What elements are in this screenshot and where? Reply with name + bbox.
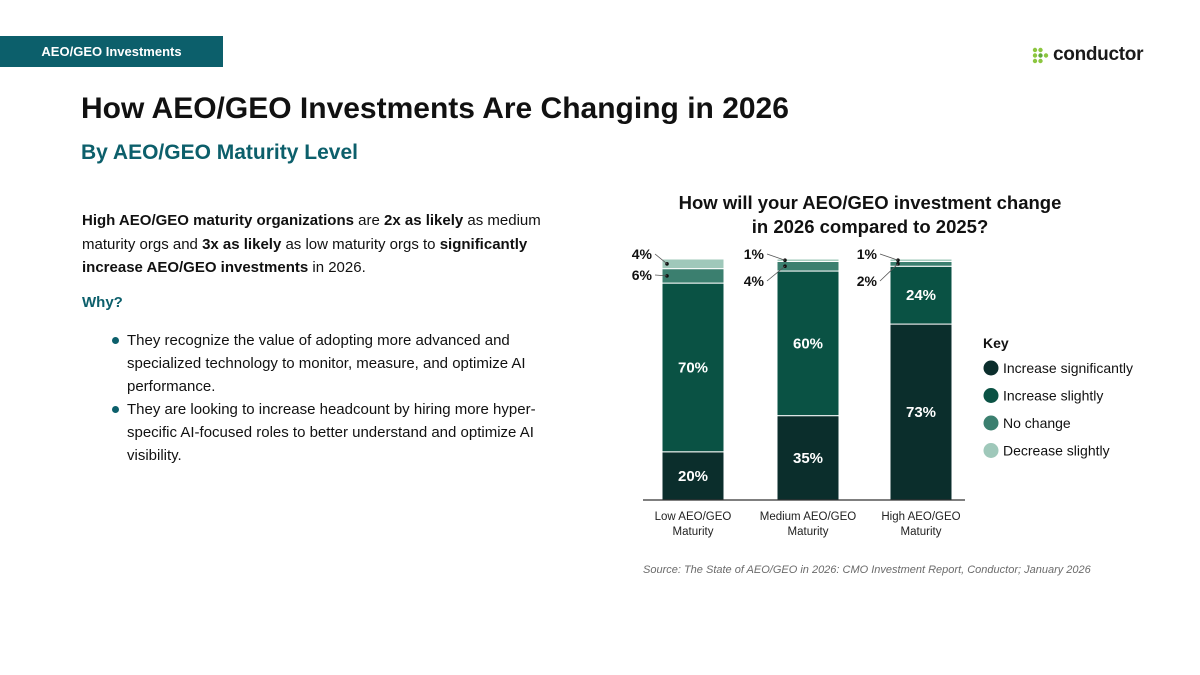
stacked-bar-chart: 20% 70% 6% 4% Low AEO/GEO Maturity 35% 60% 4% 1% M… xyxy=(632,246,1133,538)
callout-line xyxy=(766,253,786,261)
chart-title-line: How will your AEO/GEO investment change xyxy=(678,192,1062,213)
intro-paragraph: High AEO/GEO maturity organizations are … xyxy=(82,209,562,280)
data-label: 60% xyxy=(793,335,823,352)
bar-segment xyxy=(889,265,953,325)
bar-segment xyxy=(661,451,725,501)
bar-segment xyxy=(661,258,725,270)
why-heading: Why? xyxy=(82,294,123,311)
data-label: 24% xyxy=(906,287,936,304)
intro-bold-2: 2x as likely xyxy=(384,212,464,229)
legend-title: Key xyxy=(983,335,1009,351)
legend-swatch xyxy=(983,415,999,431)
data-label: 35% xyxy=(793,450,823,467)
category-label: Maturity xyxy=(901,526,942,538)
legend-label: Increase slightly xyxy=(1003,388,1103,404)
page-subtitle: By AEO/GEO Maturity Level xyxy=(81,141,358,164)
callout-label: 4% xyxy=(744,273,765,289)
conductor-dots-icon xyxy=(1032,47,1049,63)
bar-segment xyxy=(889,258,953,262)
callout-line xyxy=(654,274,668,277)
reason-item: They recognize the value of adopting mor… xyxy=(110,329,570,398)
intro-bold-1: High AEO/GEO maturity organizations xyxy=(82,212,354,229)
source-note: Source: The State of AEO/GEO in 2026: CM… xyxy=(643,564,1091,576)
callout-line xyxy=(766,265,786,282)
data-label: 73% xyxy=(906,404,936,421)
intro-text-1: are xyxy=(353,212,384,229)
bar-segment xyxy=(889,323,953,501)
callout-label: 2% xyxy=(857,273,878,289)
legend-label: Increase significantly xyxy=(1003,360,1133,376)
callout-line xyxy=(879,263,899,282)
legend-label: Decrease slightly xyxy=(1003,443,1110,459)
category-label: High AEO/GEO xyxy=(881,511,960,523)
callout-dot xyxy=(783,258,787,263)
bar-segment xyxy=(776,258,840,262)
page-title: How AEO/GEO Investments Are Changing in … xyxy=(81,92,789,125)
callout-dot xyxy=(896,258,900,263)
bar-segment xyxy=(661,282,725,453)
intro-bold-4: significantly increase AEO/GEO investmen… xyxy=(82,235,528,277)
category-label: Maturity xyxy=(788,526,829,538)
data-label: 20% xyxy=(678,468,708,485)
section-tag: AEO/GEO Investments xyxy=(0,36,223,67)
reason-item: They are looking to increase headcount b… xyxy=(110,398,570,467)
callout-label: 4% xyxy=(632,246,653,262)
callout-line xyxy=(879,253,899,261)
intro-text-3: as low maturity orgs to xyxy=(281,235,440,253)
callout-label: 1% xyxy=(744,246,765,262)
legend-swatch xyxy=(983,360,999,376)
logo-text: conductor xyxy=(1053,44,1144,65)
legend-swatch xyxy=(983,443,999,458)
chart-title-line: in 2026 compared to 2025? xyxy=(751,216,989,237)
intro-text-4: in 2026. xyxy=(308,259,366,276)
legend-swatch xyxy=(983,388,999,403)
callout-label: 1% xyxy=(857,246,878,262)
category-label: Medium AEO/GEO xyxy=(760,511,857,523)
reasons-list: They recognize the value of adopting mor… xyxy=(110,329,570,467)
callout-label: 6% xyxy=(632,267,653,283)
conductor-logo: conductor xyxy=(1032,44,1143,66)
intro-text-2: as medium maturity orgs and xyxy=(82,212,541,253)
legend-label: No change xyxy=(1003,415,1071,431)
data-label: 70% xyxy=(678,359,708,376)
intro-bold-3: 3x as likely xyxy=(202,235,282,253)
bar-segment xyxy=(661,268,725,284)
chart-title: How will your AEO/GEO investment change … xyxy=(640,191,1100,239)
category-label: Low AEO/GEO xyxy=(655,511,732,523)
callout-line xyxy=(654,253,668,265)
category-label: Maturity xyxy=(673,526,714,538)
